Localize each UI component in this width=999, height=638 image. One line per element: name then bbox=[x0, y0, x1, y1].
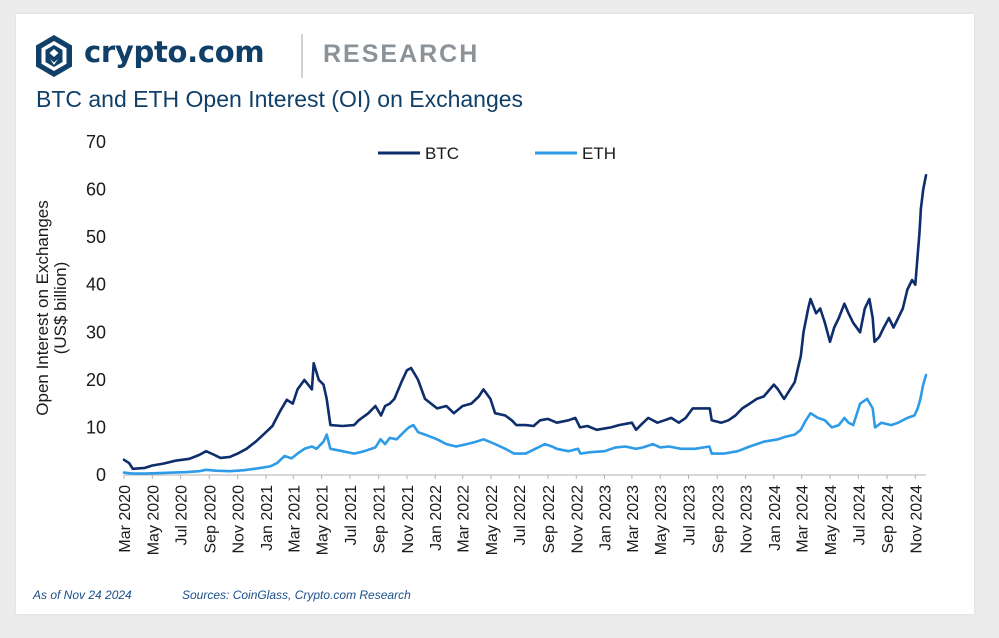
x-tick-label: Nov 2022 bbox=[569, 485, 586, 554]
x-tick-label: Sep 2024 bbox=[880, 485, 897, 554]
legend-label-btc: BTC bbox=[425, 144, 459, 163]
crypto-com-lion-shield-icon bbox=[36, 35, 72, 77]
x-tick-label: Jul 2022 bbox=[512, 485, 529, 546]
x-tick-label: Nov 2023 bbox=[739, 485, 756, 554]
x-tick-label: Jul 2023 bbox=[682, 485, 699, 546]
brand-name: crypto.com bbox=[84, 35, 265, 69]
chart-title: BTC and ETH Open Interest (OI) on Exchan… bbox=[36, 86, 524, 112]
y-tick-label: 10 bbox=[86, 417, 106, 437]
x-tick-label: Jul 2020 bbox=[174, 485, 191, 546]
x-tick-label: Sep 2023 bbox=[710, 485, 727, 554]
x-tick-label: Mar 2024 bbox=[795, 485, 812, 553]
y-tick-label: 0 bbox=[96, 465, 106, 485]
y-axis-title: (US$ billion) bbox=[51, 262, 70, 355]
y-tick-label: 70 bbox=[86, 132, 106, 152]
x-tick-label: Sep 2022 bbox=[541, 485, 558, 554]
chart-card: crypto.com RESEARCH BTC and ETH Open Int… bbox=[16, 14, 974, 614]
x-tick-label: May 2024 bbox=[823, 485, 840, 555]
y-axis-title: Open Interest on Exchanges bbox=[33, 200, 52, 415]
x-tick-label: Nov 2021 bbox=[400, 485, 417, 554]
x-tick-label: Mar 2022 bbox=[456, 485, 473, 553]
x-tick-label: Jan 2022 bbox=[428, 485, 445, 551]
y-tick-label: 50 bbox=[86, 227, 106, 247]
legend-label-eth: ETH bbox=[582, 144, 616, 163]
x-tick-label: Jul 2024 bbox=[851, 485, 868, 546]
brand-section-label: RESEARCH bbox=[323, 40, 480, 68]
x-tick-label: Jan 2021 bbox=[259, 485, 276, 551]
footnote-sources: Sources: CoinGlass, Crypto.com Research bbox=[182, 588, 411, 602]
x-tick-label: Sep 2020 bbox=[202, 485, 219, 554]
chart-area: 0 10 20 30 40 50 60 70 Open Interest on Exchange… bbox=[33, 132, 928, 555]
x-tick-label: May 2023 bbox=[653, 485, 670, 555]
x-tick-label: May 2020 bbox=[145, 485, 162, 555]
series-line-eth bbox=[122, 373, 928, 475]
x-tick-label: Sep 2021 bbox=[372, 485, 389, 554]
x-tick-label: Jan 2024 bbox=[767, 485, 784, 551]
y-tick-label: 30 bbox=[86, 322, 106, 342]
brand-divider bbox=[301, 34, 303, 78]
footnote-date: As of Nov 24 2024 bbox=[33, 588, 132, 602]
x-tick-label: Nov 2024 bbox=[908, 485, 925, 554]
x-tick-label: Jul 2021 bbox=[343, 485, 360, 546]
y-tick-label: 20 bbox=[86, 370, 106, 390]
series-line-btc bbox=[122, 174, 928, 471]
x-tick-label: Mar 2020 bbox=[117, 485, 134, 553]
x-tick-label: Mar 2023 bbox=[625, 485, 642, 553]
x-tick-label: May 2022 bbox=[484, 485, 501, 555]
x-tick-label: Jan 2023 bbox=[598, 485, 615, 551]
x-tick-label: May 2021 bbox=[315, 485, 332, 555]
y-tick-label: 60 bbox=[86, 180, 106, 200]
y-tick-label: 40 bbox=[86, 275, 106, 295]
x-tick-label: Mar 2021 bbox=[286, 485, 303, 553]
x-tick-label: Nov 2020 bbox=[231, 485, 248, 554]
